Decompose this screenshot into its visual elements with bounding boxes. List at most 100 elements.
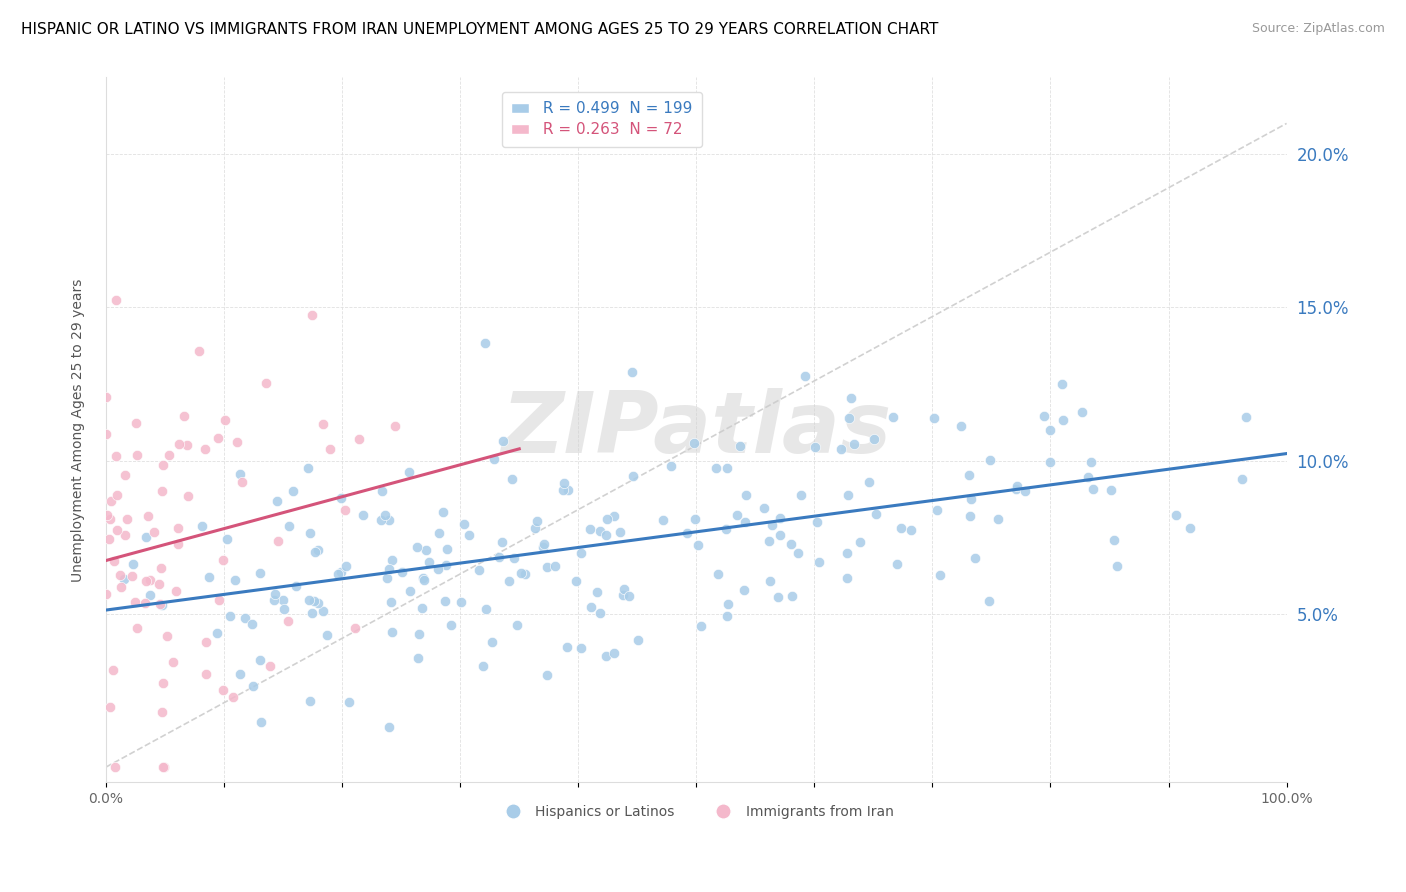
- Point: [768, 590, 790, 604]
- Point: [959, 508, 981, 523]
- Point: [135, 530, 157, 544]
- Point: [98, 700, 121, 714]
- Point: [987, 512, 1010, 526]
- Point: [436, 558, 458, 573]
- Point: [769, 528, 792, 542]
- Point: [838, 410, 860, 425]
- Point: [212, 683, 235, 698]
- Text: ZIPatlas: ZIPatlas: [501, 388, 891, 471]
- Point: [482, 451, 505, 466]
- Point: [627, 632, 650, 647]
- Point: [603, 646, 626, 660]
- Point: [121, 557, 143, 571]
- Point: [408, 627, 430, 641]
- Point: [707, 567, 730, 582]
- Point: [481, 635, 503, 649]
- Point: [803, 440, 825, 454]
- Y-axis label: Unemployment Among Ages 25 to 29 years: Unemployment Among Ages 25 to 29 years: [72, 278, 86, 582]
- Point: [922, 411, 945, 425]
- Point: [716, 609, 738, 624]
- Point: [960, 491, 983, 506]
- Point: [882, 410, 904, 425]
- Point: [115, 512, 138, 526]
- Point: [214, 413, 236, 427]
- Point: [453, 516, 475, 531]
- Point: [330, 566, 353, 580]
- Point: [281, 484, 304, 499]
- Point: [110, 580, 132, 594]
- Point: [780, 589, 803, 603]
- Point: [312, 604, 335, 618]
- Point: [233, 611, 256, 625]
- Point: [377, 513, 399, 527]
- Point: [652, 513, 675, 527]
- Point: [150, 561, 173, 575]
- Point: [339, 695, 361, 709]
- Point: [900, 524, 922, 538]
- Point: [1005, 482, 1028, 496]
- Point: [754, 500, 776, 515]
- Point: [1052, 412, 1074, 426]
- Point: [127, 448, 149, 462]
- Point: [835, 546, 858, 560]
- Point: [267, 533, 290, 548]
- Point: [688, 538, 710, 552]
- Point: [474, 601, 496, 615]
- Point: [307, 596, 329, 610]
- Point: [148, 576, 170, 591]
- Point: [553, 476, 575, 491]
- Point: [659, 458, 682, 473]
- Point: [208, 593, 231, 607]
- Point: [963, 551, 986, 566]
- Point: [506, 618, 529, 632]
- Point: [249, 652, 271, 666]
- Point: [114, 528, 136, 542]
- Point: [589, 606, 612, 620]
- Point: [352, 508, 374, 522]
- Point: [266, 494, 288, 508]
- Point: [1164, 508, 1187, 522]
- Point: [259, 659, 281, 673]
- Point: [1099, 483, 1122, 497]
- Point: [569, 546, 592, 560]
- Point: [979, 452, 1001, 467]
- Point: [513, 567, 536, 582]
- Point: [150, 484, 173, 499]
- Point: [531, 540, 554, 554]
- Point: [427, 525, 450, 540]
- Text: HISPANIC OR LATINO VS IMMIGRANTS FROM IRAN UNEMPLOYMENT AMONG AGES 25 TO 29 YEAR: HISPANIC OR LATINO VS IMMIGRANTS FROM IR…: [21, 22, 938, 37]
- Point: [375, 571, 398, 585]
- Point: [136, 509, 159, 524]
- Point: [134, 596, 156, 610]
- Point: [509, 566, 531, 580]
- Point: [734, 488, 756, 502]
- Point: [617, 589, 640, 603]
- Point: [271, 593, 294, 607]
- Point: [1107, 559, 1129, 574]
- Point: [165, 583, 187, 598]
- Point: [219, 609, 242, 624]
- Point: [929, 568, 952, 582]
- Point: [436, 541, 458, 556]
- Point: [1081, 482, 1104, 496]
- Point: [347, 433, 370, 447]
- Point: [149, 597, 172, 611]
- Point: [769, 511, 792, 525]
- Point: [863, 432, 886, 446]
- Point: [411, 600, 433, 615]
- Point: [207, 431, 229, 445]
- Point: [103, 554, 125, 568]
- Point: [298, 693, 321, 707]
- Point: [432, 505, 454, 519]
- Point: [138, 574, 160, 588]
- Point: [523, 521, 546, 535]
- Point: [1032, 409, 1054, 423]
- Point: [759, 574, 782, 588]
- Point: [1071, 405, 1094, 419]
- Point: [166, 521, 188, 535]
- Point: [609, 524, 631, 539]
- Point: [166, 536, 188, 550]
- Point: [152, 458, 174, 472]
- Point: [474, 336, 496, 351]
- Point: [426, 562, 449, 576]
